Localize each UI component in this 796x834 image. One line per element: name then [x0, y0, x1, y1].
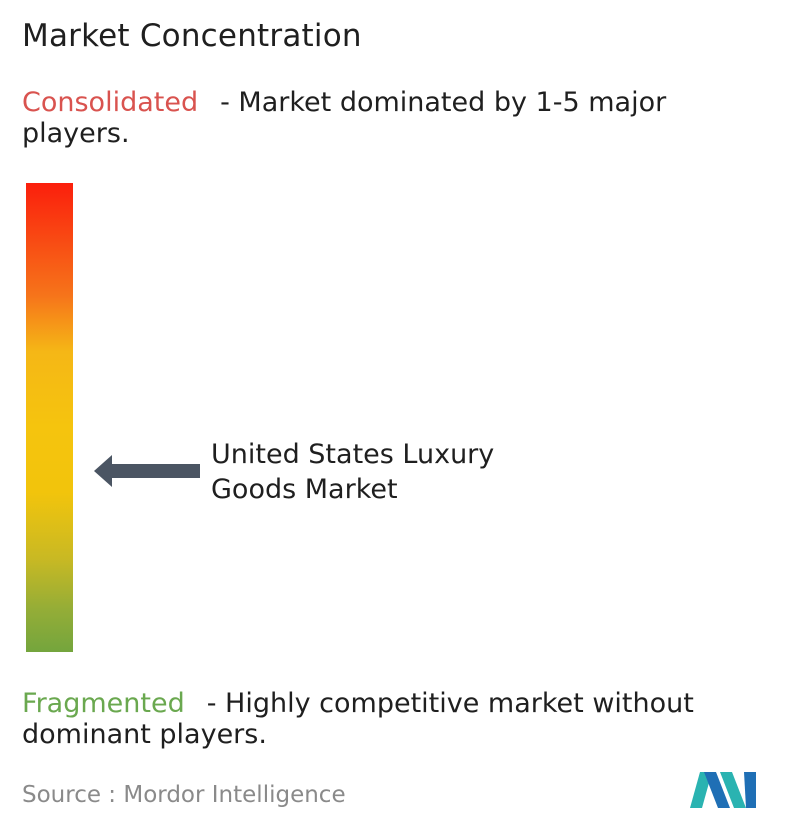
source-credit: Source : Mordor Intelligence — [22, 782, 346, 808]
page-title: Market Concentration — [22, 18, 362, 54]
fragmented-description: Fragmented - Highly competitive market wi… — [22, 688, 782, 750]
fragmented-label: Fragmented — [22, 688, 185, 719]
consolidated-label: Consolidated — [22, 87, 199, 118]
mordor-intelligence-logo — [690, 772, 756, 808]
consolidated-text: - Market dominated by 1-5 major players. — [22, 87, 667, 149]
market-label-line-1: United States Luxury — [211, 439, 495, 470]
market-label-line-2: Goods Market — [211, 474, 398, 505]
consolidated-description: Consolidated - Market dominated by 1-5 ma… — [22, 87, 782, 149]
left-arrow-icon — [94, 455, 200, 487]
fragmented-text: - Highly competitive market without domi… — [22, 688, 694, 750]
concentration-gradient-bar — [26, 183, 73, 652]
market-position-label: United States Luxury Goods Market — [211, 437, 571, 507]
